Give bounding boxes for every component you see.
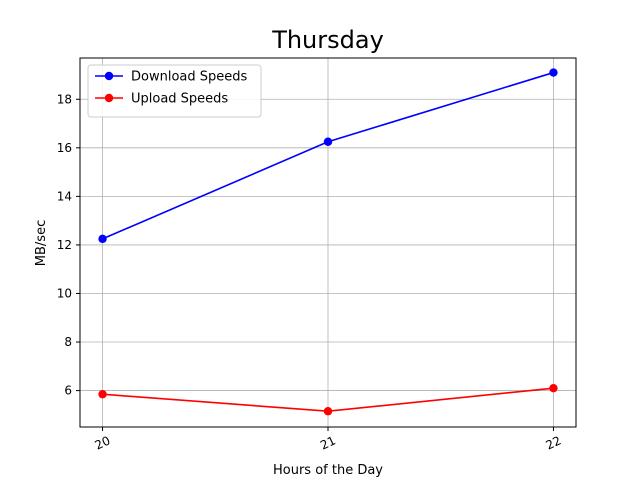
upload-speeds-legend-marker (104, 93, 114, 103)
y-axis-label: MB/sec (34, 220, 49, 266)
y-tick-label: 14 (57, 189, 72, 203)
y-tick-label: 12 (57, 238, 72, 252)
download-speeds-legend-marker (104, 71, 114, 81)
y-tick-label: 10 (57, 286, 72, 300)
grid (80, 58, 576, 427)
upload-speeds-point (98, 390, 107, 399)
download-speeds-point (549, 68, 558, 77)
y-tick-label: 16 (57, 141, 72, 155)
y-tick-label: 8 (64, 335, 72, 349)
y-tick-label: 6 (64, 384, 72, 398)
legend: Download Speeds Upload Speeds (87, 64, 262, 118)
download-speeds-point (323, 137, 333, 146)
x-tick-label: 20 (93, 433, 113, 452)
y-tick-label: 18 (57, 92, 72, 106)
axis-ticks: 20 21 22 6 8 10 12 14 16 18 (57, 92, 564, 452)
legend-box (87, 64, 262, 118)
x-tick-label: 22 (544, 433, 564, 452)
upload-speeds-legend-label: Upload Speeds (131, 92, 228, 107)
chart-title: Thursday (271, 26, 384, 54)
series-layer (98, 68, 558, 416)
upload-speeds-point (549, 383, 558, 393)
upload-speeds-point (323, 407, 333, 416)
x-axis-label: Hours of the Day (273, 463, 383, 478)
download-speeds-point (98, 234, 107, 244)
download-speeds-legend-label: Download Speeds (131, 70, 248, 85)
x-tick-label: 21 (318, 433, 338, 452)
